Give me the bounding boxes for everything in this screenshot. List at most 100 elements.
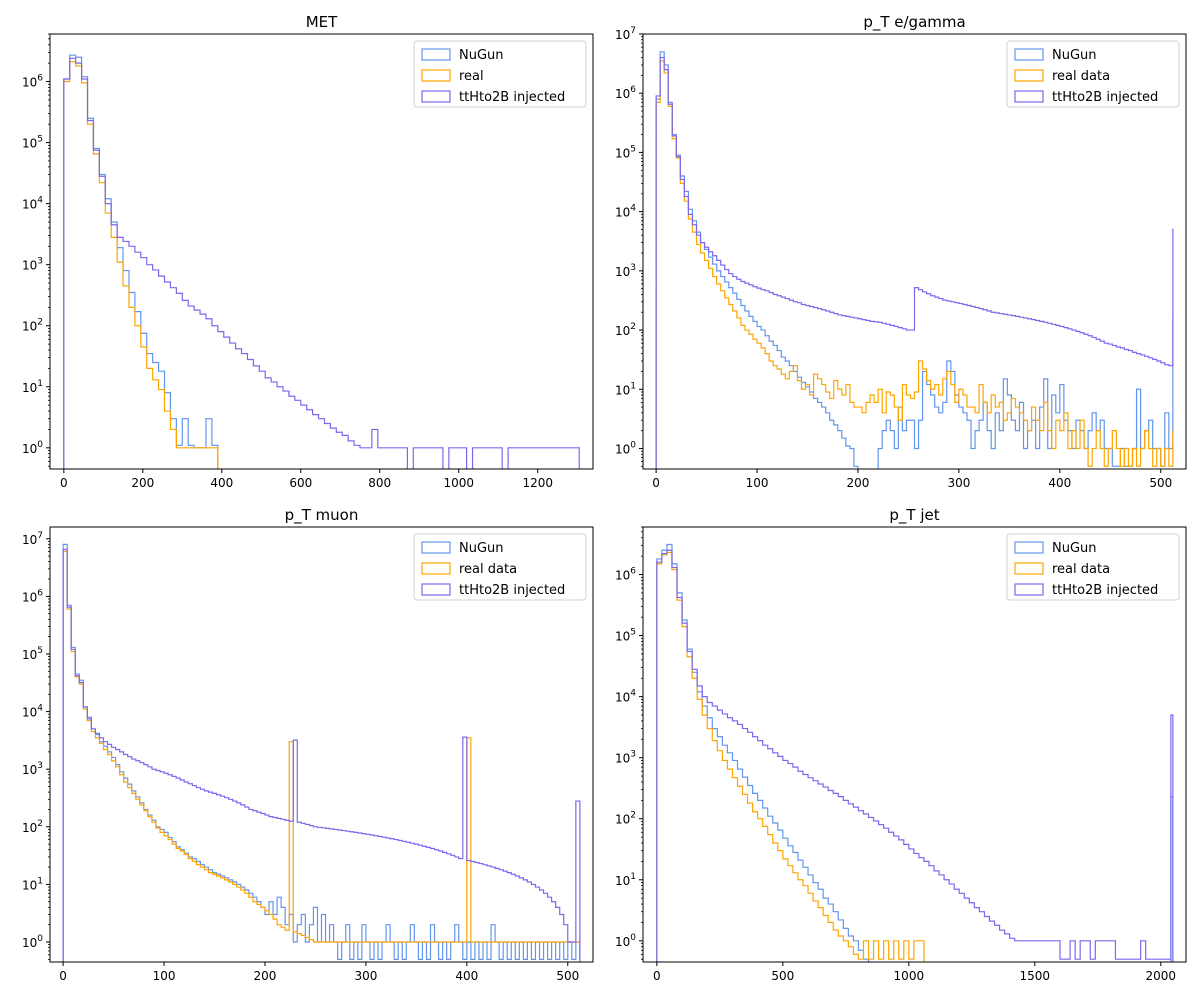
- y-tick-label: 105: [22, 135, 43, 151]
- y-tick-label: 107: [22, 531, 43, 547]
- legend-swatch: [421, 541, 451, 554]
- y-tick-label: 104: [22, 704, 43, 720]
- y-tick-label: 101: [22, 876, 43, 892]
- legend-swatch: [1014, 69, 1044, 82]
- x-tick-label: 1200: [522, 476, 553, 490]
- legend-box: [413, 533, 587, 601]
- y-tick-label: 100: [22, 934, 43, 950]
- y-tick-label: 105: [615, 628, 636, 644]
- x-tick-label: 200: [847, 476, 870, 490]
- chart-panel-2: p_T muon 0 100 200 300 400 500 100 101 102 103 104 1…: [22, 506, 594, 983]
- legend-label: NuGun: [1052, 48, 1097, 63]
- x-tick-label: 400: [210, 476, 233, 490]
- legend-swatch: [421, 48, 451, 61]
- plot-frame: [642, 526, 1187, 963]
- legend-swatch: [1014, 90, 1044, 103]
- y-tick-label: 103: [615, 750, 636, 766]
- legend: NuGun real data ttHto2B injected: [1006, 40, 1180, 108]
- x-tick-label: 200: [131, 476, 154, 490]
- x-tick-label: 1000: [894, 969, 925, 983]
- chart-title: MET: [306, 13, 338, 31]
- series-2-step: [62, 548, 581, 962]
- legend: NuGun real ttHto2B injected: [413, 40, 587, 108]
- x-tick-label: 1500: [1020, 969, 1051, 983]
- y-tick-label: 102: [615, 322, 636, 338]
- plot-frame: [49, 33, 594, 470]
- chart-panel-3: p_T jet 0 500 1000 1500 2000 100 101 102 103 104 10…: [615, 506, 1187, 983]
- y-tick-label: 103: [615, 263, 636, 279]
- y-tick-label: 106: [22, 588, 43, 604]
- legend-swatch: [1014, 541, 1044, 554]
- legend-label: NuGun: [1052, 541, 1097, 556]
- series-0-step: [655, 51, 1174, 469]
- x-tick-label: 400: [455, 969, 478, 983]
- y-tick-label: 100: [615, 440, 636, 456]
- y-tick-label: 102: [615, 811, 636, 827]
- legend-label: real data: [459, 562, 517, 577]
- y-tick-label: 101: [615, 381, 636, 397]
- x-tick-label: 2000: [1146, 969, 1177, 983]
- y-tick-label: 102: [22, 819, 43, 835]
- y-tick-label: 106: [615, 567, 636, 583]
- plot-frame: [49, 526, 594, 963]
- x-tick-label: 500: [771, 969, 794, 983]
- y-tick-label: 102: [22, 318, 43, 334]
- legend-swatch: [1014, 48, 1044, 61]
- legend: NuGun real data ttHto2B injected: [1006, 533, 1180, 601]
- y-tick-label: 104: [22, 196, 43, 212]
- y-tick-label: 107: [615, 26, 636, 42]
- x-tick-label: 1000: [443, 476, 474, 490]
- x-tick-label: 100: [153, 969, 176, 983]
- x-tick-label: 0: [652, 476, 660, 490]
- y-tick-label: 106: [615, 85, 636, 101]
- x-tick-label: 600: [289, 476, 312, 490]
- series-2-step: [656, 549, 1174, 962]
- legend-label: real: [459, 69, 484, 84]
- legend-label: ttHto2B injected: [1052, 90, 1158, 105]
- x-tick-label: 300: [354, 969, 377, 983]
- x-tick-label: 100: [746, 476, 769, 490]
- legend-label: NuGun: [459, 48, 504, 63]
- x-tick-label: 300: [947, 476, 970, 490]
- x-tick-label: 500: [556, 969, 579, 983]
- chart-title: p_T jet: [889, 506, 939, 525]
- y-tick-label: 103: [22, 761, 43, 777]
- legend-label: ttHto2B injected: [459, 90, 565, 105]
- y-tick-label: 106: [22, 74, 43, 90]
- y-tick-label: 104: [615, 689, 636, 705]
- legend-swatch: [421, 583, 451, 596]
- legend: NuGun real data ttHto2B injected: [413, 533, 587, 601]
- series-0-step: [656, 543, 1174, 962]
- legend-swatch: [1014, 583, 1044, 596]
- x-tick-label: 200: [254, 969, 277, 983]
- y-tick-label: 100: [615, 933, 636, 949]
- legend-label: ttHto2B injected: [1052, 583, 1158, 598]
- plot-frame: [642, 33, 1187, 470]
- chart-panel-1: p_T e/gamma 0 100 200 300 400 500 100 101 102 103 1…: [615, 13, 1187, 490]
- legend-box: [413, 40, 587, 108]
- series-2-step: [655, 56, 1174, 469]
- x-tick-label: 400: [1048, 476, 1071, 490]
- y-tick-label: 105: [615, 144, 636, 160]
- series-1-step: [63, 61, 219, 469]
- series-1-step: [62, 550, 580, 962]
- legend-swatch: [421, 562, 451, 575]
- x-tick-label: 0: [59, 969, 67, 983]
- chart-title: p_T muon: [285, 506, 359, 525]
- legend-label: ttHto2B injected: [459, 583, 565, 598]
- legend-swatch: [421, 69, 451, 82]
- legend-box: [1006, 533, 1180, 601]
- x-tick-label: 800: [368, 476, 391, 490]
- y-tick-label: 101: [615, 872, 636, 888]
- y-tick-label: 104: [615, 204, 636, 220]
- series-1-step: [655, 60, 1174, 469]
- legend-swatch: [1014, 562, 1044, 575]
- series-1-step: [656, 551, 925, 962]
- legend-label: NuGun: [459, 541, 504, 556]
- series-2-step: [63, 57, 580, 469]
- x-tick-label: 0: [653, 969, 661, 983]
- x-tick-label: 0: [60, 476, 68, 490]
- y-tick-label: 105: [22, 646, 43, 662]
- x-tick-label: 500: [1149, 476, 1172, 490]
